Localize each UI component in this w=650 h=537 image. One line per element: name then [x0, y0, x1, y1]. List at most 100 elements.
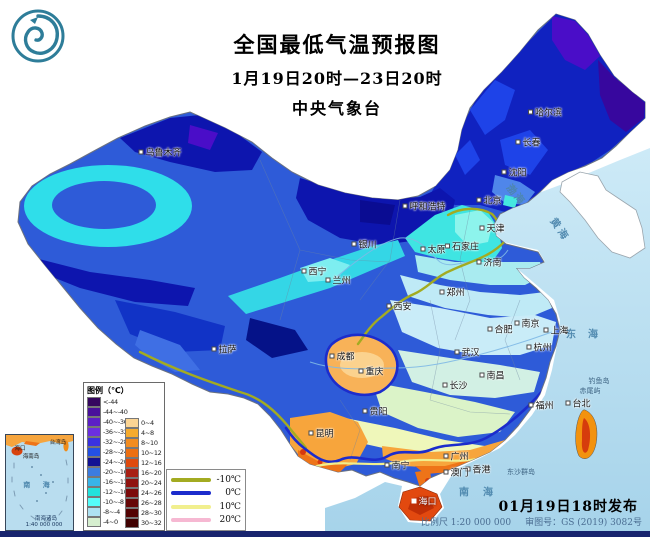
- inset-taiwan-label: 台湾岛: [49, 440, 67, 446]
- city-marker: [526, 344, 532, 350]
- legend-swatch: [87, 457, 101, 467]
- city-marker: [501, 169, 507, 175]
- legend-swatch: [87, 467, 101, 477]
- legend-range: -44~-40: [103, 408, 128, 416]
- legend-range: -8~-4: [103, 508, 120, 516]
- isoline-sample: [171, 477, 211, 482]
- city-name: 成都: [336, 352, 355, 363]
- legend-item: -10~-8: [87, 497, 128, 507]
- isoline-label: 0℃: [225, 488, 241, 499]
- city-name: 南京: [521, 319, 540, 330]
- isoline-label: -10℃: [216, 474, 241, 485]
- legend-range: 0~4: [141, 419, 154, 427]
- legend-title: 图例（℃）: [87, 386, 129, 395]
- city-label: 福州: [528, 399, 554, 412]
- isoline-sample: [171, 518, 211, 523]
- legend-swatch: [125, 448, 139, 458]
- island-name-label: 东沙群岛: [507, 468, 535, 476]
- city-label: 澳门: [443, 466, 469, 479]
- title-block: 全国最低气温预报图 1月19日20时—23日20时 中央气象台: [222, 32, 452, 119]
- city-marker: [528, 402, 534, 408]
- legend-column-warm: 0~4 4~8 8~10 10~12 12~16 16~20 20~24 24~26 26~28…: [125, 418, 162, 528]
- inset-sea-label: 南 海: [23, 481, 55, 489]
- legend-swatch: [87, 477, 101, 487]
- legend-item: 12~16: [125, 458, 162, 468]
- temperature-legend: 图例（℃） <-44 -44~-40 -40~-36 -36~-32 -32~-28 -2…: [83, 382, 165, 531]
- legend-range: -32~-28: [103, 438, 128, 446]
- city-label: 沈阳: [501, 166, 527, 179]
- city-label: 南京: [514, 317, 540, 330]
- city-label: 西安: [386, 300, 412, 313]
- city-marker: [138, 149, 144, 155]
- city-marker: [514, 320, 520, 326]
- legend-range: -10~-8: [103, 498, 124, 506]
- inset-hainan-label: 海南岛: [22, 454, 40, 460]
- agency-name: 中央气象台: [291, 99, 382, 119]
- legend-range: -12~-10: [103, 488, 128, 496]
- legend-item: -8~-4: [87, 507, 128, 517]
- city-label: 香港: [465, 463, 491, 476]
- city-name: 福州: [535, 401, 554, 412]
- isolines: [138, 207, 547, 470]
- legend-swatch: [87, 407, 101, 417]
- legend-item: 30~32: [125, 518, 162, 528]
- city-label: 合肥: [487, 323, 513, 336]
- city-name: 天津: [486, 224, 505, 235]
- legend-item: 0~4: [125, 418, 162, 428]
- legend-item: 28~30: [125, 508, 162, 518]
- city-name: 西宁: [308, 267, 327, 278]
- map-scale: 比例尺 1:20 000 000: [420, 518, 512, 528]
- city-label: 济南: [476, 256, 502, 269]
- city-marker: [476, 259, 482, 265]
- city-label: 台北: [565, 397, 591, 410]
- city-name: 长春: [522, 138, 541, 149]
- city-marker: [444, 243, 450, 249]
- legend-item: 24~26: [125, 488, 162, 498]
- legend-item: 20~24: [125, 478, 162, 488]
- city-label: 贵阳: [362, 405, 388, 418]
- isoline-legend-item: -10℃: [171, 475, 241, 485]
- legend-swatch: [125, 518, 139, 528]
- legend-swatch: [125, 438, 139, 448]
- city-label: 北京: [476, 194, 502, 207]
- legend-range: 20~24: [141, 479, 162, 487]
- legend-swatch: [87, 497, 101, 507]
- legend-range: 12~16: [141, 459, 162, 467]
- legend-item: 8~10: [125, 438, 162, 448]
- city-name: 南昌: [486, 371, 505, 382]
- release-time: 01月19日18时发布: [498, 499, 638, 515]
- city-marker: [487, 326, 493, 332]
- city-name: 北京: [483, 196, 502, 207]
- legend-item: 4~8: [125, 428, 162, 438]
- rivers: [309, 237, 553, 370]
- inset-haikou-label: 海口: [14, 446, 26, 452]
- city-marker: [420, 246, 426, 252]
- legend-swatch: [87, 427, 101, 437]
- isoline-legend-item: 10℃: [171, 502, 241, 512]
- city-marker: [386, 303, 392, 309]
- legend-item: -20~-16: [87, 467, 128, 477]
- legend-range: <-44: [103, 398, 118, 406]
- city-label: 南昌: [479, 369, 505, 382]
- legend-range: -28~-24: [103, 448, 128, 456]
- legend-swatch: [87, 397, 101, 407]
- city-marker: [442, 382, 448, 388]
- legend-item: -28~-24: [87, 447, 128, 457]
- sea-name-label: 南海: [459, 487, 507, 499]
- temperature-zones: [24, 14, 645, 486]
- city-label: 兰州: [325, 274, 351, 287]
- inset-islands-label: 南海诸岛: [34, 516, 58, 522]
- city-name: 太原: [427, 245, 446, 256]
- map-meta: 比例尺 1:20 000 000 审图号：GS (2019) 3082号: [421, 515, 642, 528]
- legend-swatch: [125, 508, 139, 518]
- legend-range: 26~28: [141, 499, 162, 507]
- legend-item: 26~28: [125, 498, 162, 508]
- legend-range: -20~-16: [103, 468, 128, 476]
- city-marker: [439, 289, 445, 295]
- legend-range: -4~0: [103, 518, 118, 526]
- map-valid-period: 1月19日20时—23日20时: [231, 69, 443, 89]
- inset-map: [6, 435, 73, 522]
- legend-range: -24~-20: [103, 458, 128, 466]
- city-name: 南宁: [391, 461, 410, 472]
